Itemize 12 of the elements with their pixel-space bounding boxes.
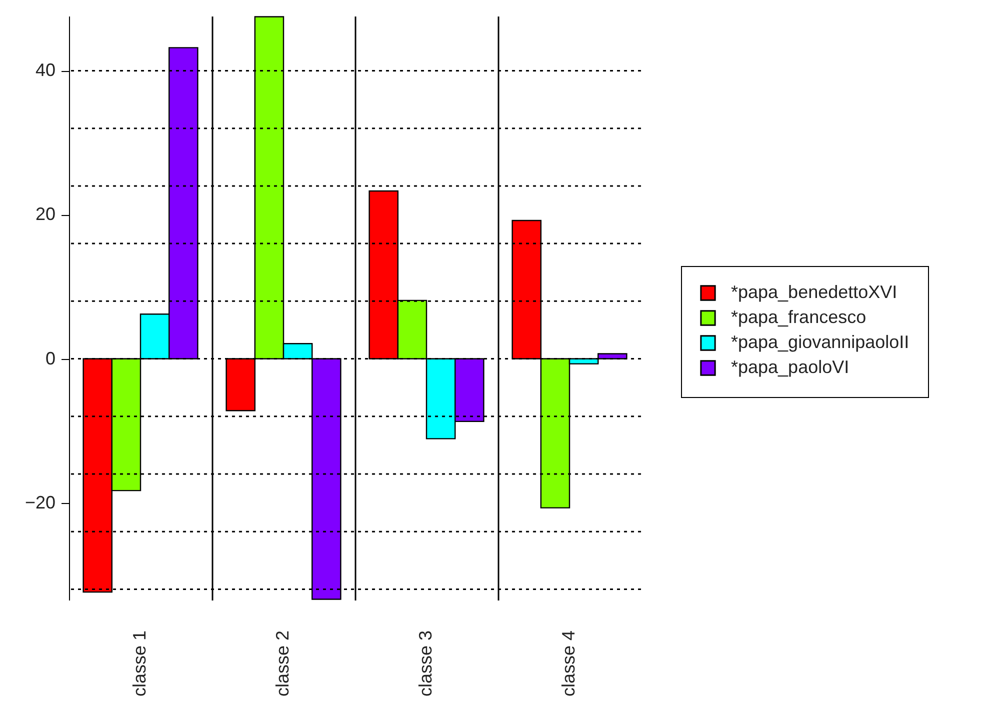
- x-tick-label: classe 4: [558, 630, 578, 697]
- y-tick-label: 20: [35, 204, 56, 224]
- x-tick-label: classe 1: [130, 630, 150, 697]
- legend-label: *papa_benedettoXVI: [731, 282, 898, 302]
- legend-label: *papa_paoloVI: [731, 357, 850, 377]
- x-tick-label: classe 3: [416, 630, 436, 697]
- legend-label: *papa_giovannipaoloII: [731, 332, 910, 352]
- y-tick-label: −20: [24, 492, 56, 512]
- legend-label: *papa_francesco: [731, 307, 866, 327]
- y-tick-label: 0: [45, 348, 56, 368]
- y-tick-label: 40: [35, 60, 56, 80]
- x-tick-label: classe 2: [272, 630, 292, 697]
